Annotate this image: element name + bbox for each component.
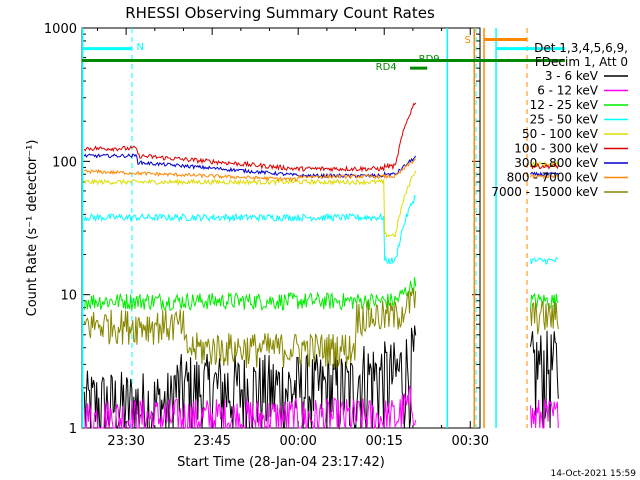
legend-entry-label: 25 - 50 keV: [530, 113, 599, 127]
annotations: N S RD9 RD4: [136, 35, 470, 73]
attenuator-state-lines: [81, 28, 565, 428]
series-line: [530, 330, 559, 429]
plot-axes: [81, 27, 481, 429]
legend-entry-label: 800 - 7000 keV: [507, 171, 599, 185]
annotation-label: RD9: [419, 54, 440, 65]
series-line: [530, 171, 559, 178]
legend-entry-label: 300 - 800 keV: [514, 156, 598, 170]
legend-header: FDecim 1, Att 0: [535, 55, 628, 69]
y-tick-label: 10: [60, 289, 77, 304]
y-axis-label: Count Rate (s⁻¹ detector⁻¹): [25, 140, 40, 317]
legend-header: Det 1,3,4,5,6,9,: [534, 41, 628, 55]
plot-frame: [81, 27, 481, 429]
legend-entry-label: 50 - 100 keV: [522, 127, 599, 141]
x-axis-label: Start Time (28-Jan-04 23:17:42): [177, 455, 385, 470]
y-tick-label: 100: [52, 155, 77, 170]
x-tick-label: 23:45: [193, 434, 230, 449]
annotation-label: N: [136, 42, 143, 53]
x-tick-label: 00:15: [365, 434, 402, 449]
legend-entry-label: 12 - 25 keV: [530, 98, 599, 112]
y-tick-label: 1000: [44, 22, 77, 37]
series-line: [530, 398, 559, 429]
legend-entry-label: 6 - 12 keV: [537, 84, 599, 98]
series-lines: [83, 102, 559, 430]
series-line: [83, 102, 417, 173]
timestamp: 14-Oct-2021 15:59: [551, 469, 637, 479]
series-line: [530, 292, 559, 310]
series-line: [83, 194, 417, 265]
series-line: [83, 153, 417, 179]
x-tick-label: 00:30: [452, 434, 489, 449]
series-line: [83, 277, 417, 312]
series-line: [83, 287, 417, 369]
y-tick-label: 1: [69, 422, 77, 437]
series-line: [83, 158, 417, 183]
series-line: [530, 162, 559, 170]
series-line: [83, 170, 417, 238]
series-line: [530, 174, 559, 180]
x-tick-label: 23:30: [107, 434, 144, 449]
legend-entry-label: 7000 - 15000 keV: [491, 185, 598, 199]
legend: Det 1,3,4,5,6,9,FDecim 1, Att 03 - 6 keV…: [491, 41, 628, 199]
annotation-label: S: [465, 35, 471, 46]
x-axis-ticks: 23:30 23:45 00:00 00:15 00:30: [96, 28, 489, 449]
legend-entry-label: 3 - 6 keV: [545, 69, 599, 83]
annotation-label: RD4: [376, 62, 397, 73]
series-line: [83, 384, 417, 430]
series-line: [530, 257, 559, 266]
x-tick-label: 00:00: [279, 434, 316, 449]
chart-title: RHESSI Observing Summary Count Rates: [125, 4, 435, 22]
y-axis-ticks: 1 10 100 1000: [44, 22, 480, 437]
series-line: [530, 160, 559, 169]
series-line: [530, 300, 559, 335]
legend-entry-label: 100 - 300 keV: [514, 142, 598, 156]
